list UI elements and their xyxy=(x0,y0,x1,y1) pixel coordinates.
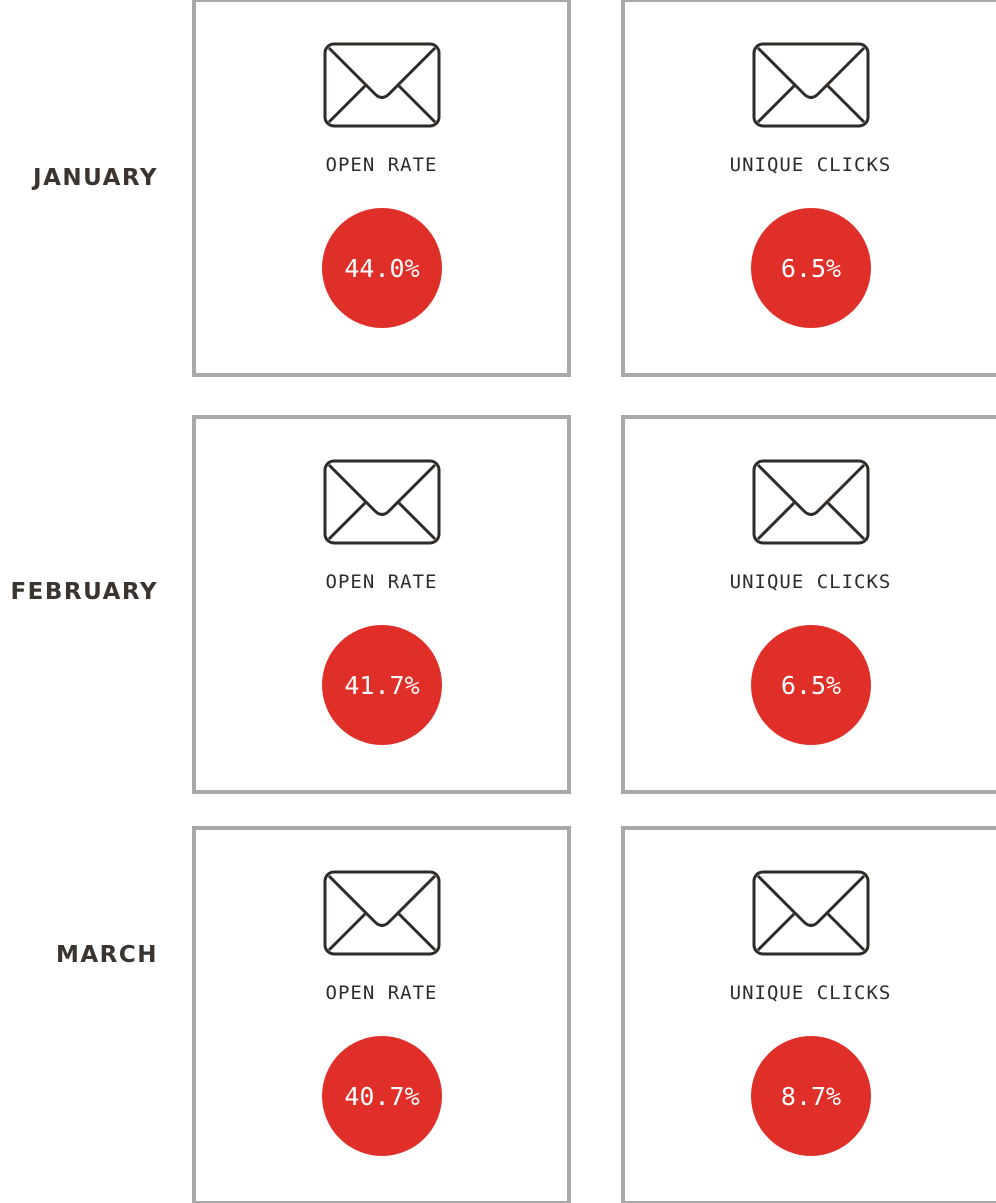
month-label: JANUARY xyxy=(33,165,158,191)
metric-value: 6.5% xyxy=(751,625,871,745)
metric-label: UNIQUE CLICKS xyxy=(729,571,892,593)
envelope-icon xyxy=(323,870,441,956)
metric-value: 41.7% xyxy=(322,625,442,745)
metric-label: UNIQUE CLICKS xyxy=(729,982,892,1004)
envelope-icon xyxy=(752,42,870,128)
envelope-icon xyxy=(752,459,870,545)
metric-label: OPEN RATE xyxy=(325,982,438,1004)
metric-value: 8.7% xyxy=(751,1036,871,1156)
metric-card: OPEN RATE 44.0% xyxy=(192,0,571,377)
metric-card: OPEN RATE 41.7% xyxy=(192,415,571,794)
month-label: MARCH xyxy=(55,942,158,968)
metric-card: UNIQUE CLICKS 8.7% xyxy=(621,826,996,1203)
metric-card: UNIQUE CLICKS 6.5% xyxy=(621,0,996,377)
metric-card: UNIQUE CLICKS 6.5% xyxy=(621,415,996,794)
metric-label: OPEN RATE xyxy=(325,571,438,593)
envelope-icon xyxy=(752,870,870,956)
metric-label: OPEN RATE xyxy=(325,154,438,176)
metric-label: UNIQUE CLICKS xyxy=(729,154,892,176)
metric-value: 6.5% xyxy=(751,208,871,328)
metric-card: OPEN RATE 40.7% xyxy=(192,826,571,1203)
envelope-icon xyxy=(323,42,441,128)
month-label: FEBRUARY xyxy=(10,579,158,605)
envelope-icon xyxy=(323,459,441,545)
metric-value: 44.0% xyxy=(322,208,442,328)
metric-value: 40.7% xyxy=(322,1036,442,1156)
